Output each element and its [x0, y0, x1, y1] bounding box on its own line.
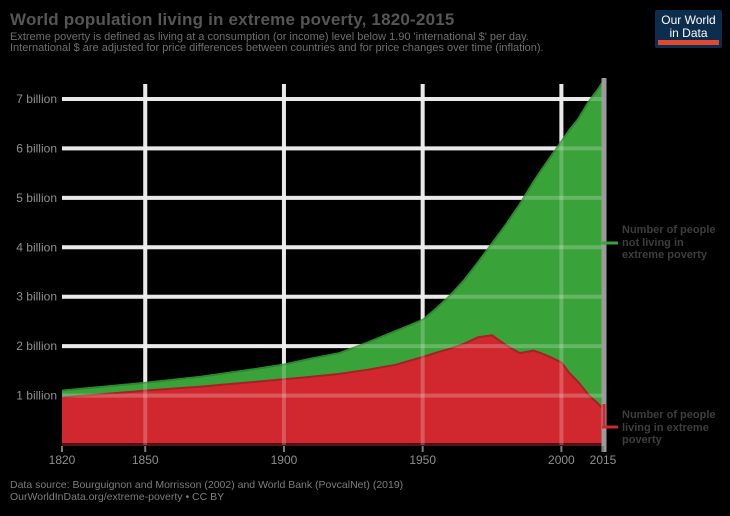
chart-footer: Data source: Bourguignon and Morrisson (…: [10, 479, 403, 503]
y-tick-label: 3 billion: [16, 290, 57, 304]
page-title: World population living in extreme pover…: [10, 10, 455, 29]
x-tick-label: 1850: [132, 453, 159, 467]
chart-subtitle: Extreme poverty is defined as living at …: [10, 32, 635, 54]
footer-license-link[interactable]: OurWorldInData.org/extreme-poverty • CC …: [10, 491, 225, 503]
area-in-extreme-poverty: [62, 335, 603, 445]
chart-subtitle-line1: Extreme poverty is defined as living at …: [10, 31, 529, 43]
x-tick-label: 2000: [548, 453, 575, 467]
area-not-in-extreme-poverty: [62, 81, 603, 409]
owid-logo-line1: Our World: [661, 13, 716, 27]
y-tick-label: 4 billion: [16, 240, 57, 254]
y-tick-label: 6 billion: [16, 141, 57, 155]
x-tick-label: 1950: [409, 453, 436, 467]
owid-logo[interactable]: Our World in Data: [655, 10, 722, 48]
footer-data-source: Data source: Bourguignon and Morrisson (…: [10, 479, 404, 491]
plot-right-edge-bar: [601, 78, 607, 452]
x-tick-label: 1820: [49, 453, 76, 467]
owid-logo-red-bar: [658, 40, 719, 45]
chart-subtitle-line2: International $ are adjusted for price d…: [10, 42, 544, 54]
series-label-not-in-poverty: Number of people not living in extreme p…: [622, 224, 716, 262]
x-tick-label: 2015: [590, 453, 617, 467]
series-label-in-poverty: Number of people living in extreme pover…: [622, 409, 716, 447]
y-tick-label: 5 billion: [16, 191, 57, 205]
y-tick-label: 7 billion: [16, 92, 57, 106]
total-population-line: [61, 81, 604, 392]
y-tick-label: 2 billion: [16, 339, 57, 353]
owid-logo-line2: in Data: [669, 26, 708, 40]
y-tick-label: 1 billion: [16, 389, 57, 403]
x-tick-label: 1900: [271, 453, 298, 467]
extreme-poverty-line: [61, 334, 604, 410]
